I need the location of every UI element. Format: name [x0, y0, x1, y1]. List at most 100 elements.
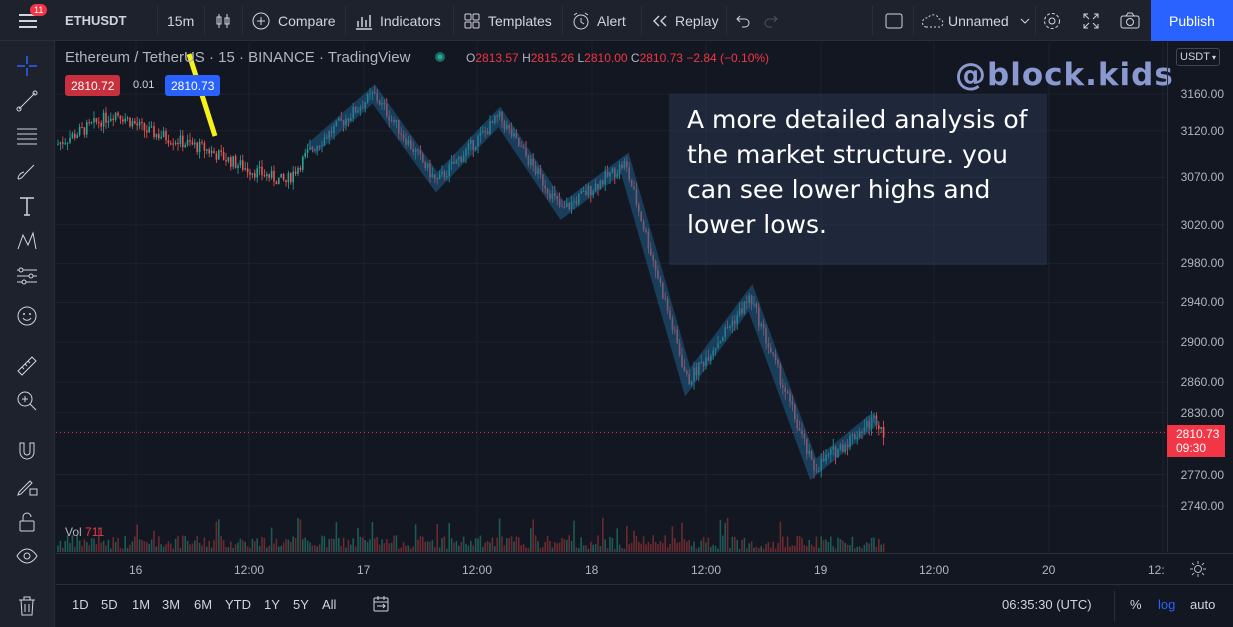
range-button-ytd[interactable]: YTD	[225, 597, 251, 612]
prediction-tool[interactable]	[12, 261, 42, 291]
volume-bar	[580, 537, 582, 552]
range-button-6m[interactable]: 6M	[194, 597, 213, 612]
range-button-1d[interactable]: 1D	[72, 597, 89, 612]
crosshair-tool[interactable]	[12, 51, 42, 81]
volume-bar	[268, 545, 270, 552]
layout-name-button[interactable]: Unnamed	[920, 0, 1031, 41]
redo-button[interactable]	[763, 0, 779, 41]
remove-drawings-tool[interactable]	[12, 591, 42, 621]
trendline-tool[interactable]	[12, 86, 42, 116]
candle-body	[302, 156, 304, 170]
compare-button[interactable]: Compare	[251, 0, 336, 41]
alert-button[interactable]: Alert	[571, 0, 626, 41]
volume-bar	[753, 547, 755, 552]
lock-drawings-tool[interactable]	[12, 507, 42, 537]
chart-type-button[interactable]	[214, 0, 232, 41]
magnet-tool[interactable]	[12, 436, 42, 466]
volume-bar	[796, 535, 798, 552]
main-menu-button[interactable]: 11	[0, 0, 55, 41]
auto-toggle[interactable]: auto	[1190, 597, 1216, 612]
range-button-1m[interactable]: 1M	[132, 597, 151, 612]
high-value: 2815.26	[530, 51, 575, 65]
annotation-box[interactable]: A more detailed analysis of the market s…	[669, 94, 1047, 265]
percent-toggle[interactable]: %	[1130, 597, 1142, 612]
range-button-1y[interactable]: 1Y	[264, 597, 280, 612]
undo-button[interactable]	[735, 0, 751, 41]
volume-bar	[496, 537, 498, 552]
calendar-range-icon[interactable]	[372, 595, 390, 613]
volume-bar	[218, 519, 220, 552]
candle-body	[174, 142, 177, 145]
volume-bar	[698, 547, 700, 552]
market-structure-line	[306, 84, 881, 481]
settings-button[interactable]	[1042, 0, 1062, 41]
utc-clock[interactable]: 06:35:30 (UTC)	[1002, 597, 1092, 612]
publish-button[interactable]: Publish	[1151, 0, 1233, 41]
snapshot-button[interactable]	[1120, 0, 1140, 41]
notification-badge: 11	[30, 4, 48, 16]
volume-bar	[798, 536, 801, 552]
range-button-5y[interactable]: 5Y	[293, 597, 309, 612]
volume-bar	[138, 539, 141, 552]
volume-bar	[794, 545, 796, 552]
volume-bar	[477, 538, 479, 552]
stay-in-drawing-tool[interactable]	[12, 471, 42, 501]
text-tool[interactable]	[12, 191, 42, 221]
zoom-tool[interactable]	[12, 386, 42, 416]
candle-body	[88, 122, 90, 124]
chart-legend-title[interactable]: Ethereum / TetherUS · 15 · BINANCE · Tra…	[65, 49, 411, 66]
price-tick-label: 2860.00	[1180, 375, 1224, 390]
candle-body	[198, 141, 201, 153]
icon-tool[interactable]	[12, 301, 42, 331]
volume-bar	[678, 542, 681, 552]
measure-tool[interactable]	[12, 351, 42, 381]
volume-bar	[366, 541, 369, 552]
volume-bars	[57, 517, 885, 552]
volume-bar	[234, 544, 237, 552]
indicators-button[interactable]: Indicators	[354, 0, 441, 41]
fib-tool[interactable]	[12, 121, 42, 151]
sell-button[interactable]: 2810.72	[65, 75, 121, 96]
volume-bar	[318, 544, 321, 552]
volume-bar	[136, 524, 138, 552]
interval-button[interactable]: 15m	[167, 12, 195, 29]
candle-body	[86, 122, 88, 135]
fullscreen-layout-button[interactable]	[885, 0, 903, 41]
fullscreen-button[interactable]	[1082, 0, 1100, 41]
templates-button[interactable]: Templates	[463, 0, 552, 41]
volume-bar	[210, 547, 213, 552]
volume-bar	[376, 536, 378, 552]
volume-bar	[410, 548, 412, 552]
volume-bar	[686, 541, 688, 552]
volume-bar	[369, 539, 371, 552]
currency-select[interactable]: USDT ▾	[1176, 48, 1220, 66]
volume-bar	[522, 544, 525, 552]
log-toggle[interactable]: log	[1158, 597, 1176, 612]
candle-body	[215, 153, 218, 160]
time-axis[interactable]: 16 12:00 17 12:00 18 12:00 19 12:00 20 12:	[56, 553, 1233, 583]
annotation-text: A more detailed analysis of the market s…	[687, 105, 1028, 239]
candle-body	[208, 149, 210, 154]
candle-body	[285, 179, 287, 183]
sun-icon[interactable]	[1190, 561, 1206, 577]
volume-bar	[434, 547, 436, 552]
symbol-search-button[interactable]: ETHUSDT	[65, 13, 127, 28]
volume-bar	[198, 542, 201, 552]
volume-bar	[530, 528, 532, 552]
pattern-tool[interactable]	[12, 226, 42, 256]
volume-bar	[801, 538, 803, 552]
volume-bar	[388, 543, 390, 552]
hide-drawings-tool[interactable]	[12, 541, 42, 571]
volume-bar	[472, 545, 474, 552]
volume-bar	[714, 545, 717, 552]
range-button-all[interactable]: All	[322, 597, 337, 612]
buy-button[interactable]: 2810.73	[165, 75, 221, 96]
range-button-5d[interactable]: 5D	[101, 597, 118, 612]
volume-bar	[722, 535, 724, 552]
replay-button[interactable]: Replay	[651, 0, 719, 41]
candle-body	[880, 427, 882, 429]
brush-tool[interactable]	[12, 156, 42, 186]
range-button-3m[interactable]: 3M	[162, 597, 181, 612]
price-axis[interactable]: USDT ▾ 3160.00 3120.00 3070.00 3020.00 2980.0…	[1167, 42, 1233, 552]
volume-bar	[191, 543, 194, 552]
